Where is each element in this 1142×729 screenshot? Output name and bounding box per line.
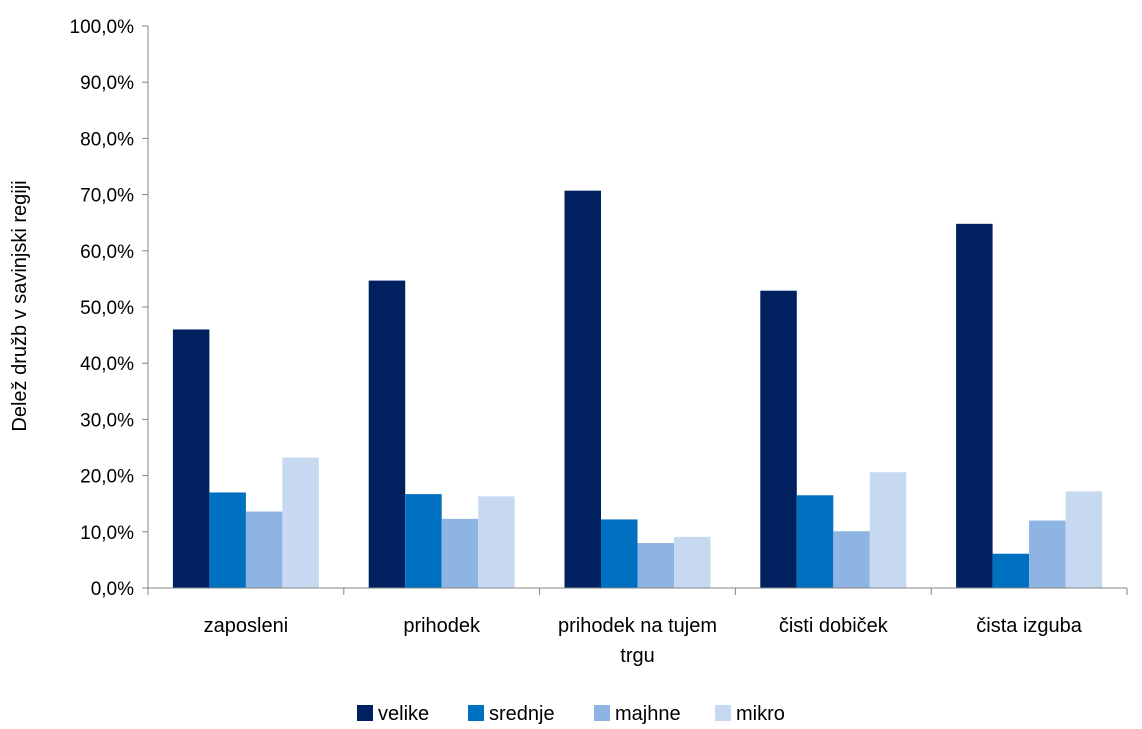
x-tick-label: zaposleni [204, 615, 289, 637]
bar-mikro [869, 472, 907, 588]
legend-label-mikro: mikro [736, 703, 785, 724]
bar-srednje [209, 492, 246, 588]
bar-velike [564, 190, 601, 588]
bar-velike [368, 280, 406, 588]
y-tick-label: 20,0% [80, 467, 134, 488]
y-axis-title: Delež družb v savinjski regiji [9, 180, 31, 431]
bar-srednje [992, 553, 1030, 588]
y-tick-label: 40,0% [80, 354, 134, 375]
bar-srednje [796, 495, 834, 588]
x-axis-labels: zaposleni prihodek prihodek na tujem trgu či… [204, 615, 1083, 667]
legend-swatch-mikro [715, 705, 731, 721]
legend-swatch-majhne [594, 705, 610, 721]
bar-majhne [637, 543, 674, 588]
y-tick-label: 80,0% [80, 129, 134, 150]
legend-swatch-velike [357, 705, 373, 721]
x-tick-label: prihodek na tujem [558, 615, 717, 637]
y-tick-label: 70,0% [80, 186, 134, 207]
bar-mikro [674, 536, 711, 588]
y-tick-label: 10,0% [80, 523, 134, 544]
legend-label-srednje: srednje [489, 703, 555, 724]
y-tick-label: 100,0% [70, 17, 135, 38]
bars [172, 190, 1103, 588]
bar-majhne [441, 518, 479, 588]
bar-mikro [282, 457, 319, 588]
bar-srednje [601, 519, 638, 588]
legend-swatch-srednje [468, 705, 484, 721]
y-tick-label: 30,0% [80, 410, 134, 431]
y-tick-label: 0,0% [91, 579, 134, 600]
x-tick-label: čisti dobiček [779, 615, 889, 637]
bar-majhne [245, 511, 283, 588]
x-tick-label: prihodek [403, 615, 481, 637]
legend-label-velike: velike [378, 703, 429, 724]
bar-srednje [405, 494, 442, 588]
y-tick-label: 60,0% [80, 242, 134, 263]
x-tick-label: čista izguba [976, 615, 1082, 637]
y-axis-ticks: 0,0% 10,0% 20,0% 30,0% 40,0% 50,0% 60,0% 70,0% 8… [70, 17, 148, 600]
y-tick-label: 90,0% [80, 73, 134, 94]
legend-label-majhne: majhne [615, 703, 681, 724]
bar-velike [956, 223, 993, 588]
bar-mikro [478, 496, 515, 588]
axes [142, 26, 1128, 595]
y-axis-title-group: Delež družb v savinjski regiji [9, 180, 31, 431]
legend: velike srednje majhne mikro [357, 703, 785, 725]
bar-velike [760, 290, 797, 588]
y-tick-label: 50,0% [80, 298, 134, 319]
bar-majhne [833, 531, 870, 588]
bar-velike [172, 329, 210, 588]
x-tick-label: trgu [620, 645, 654, 667]
bar-majhne [1029, 520, 1066, 588]
bar-mikro [1065, 491, 1103, 588]
